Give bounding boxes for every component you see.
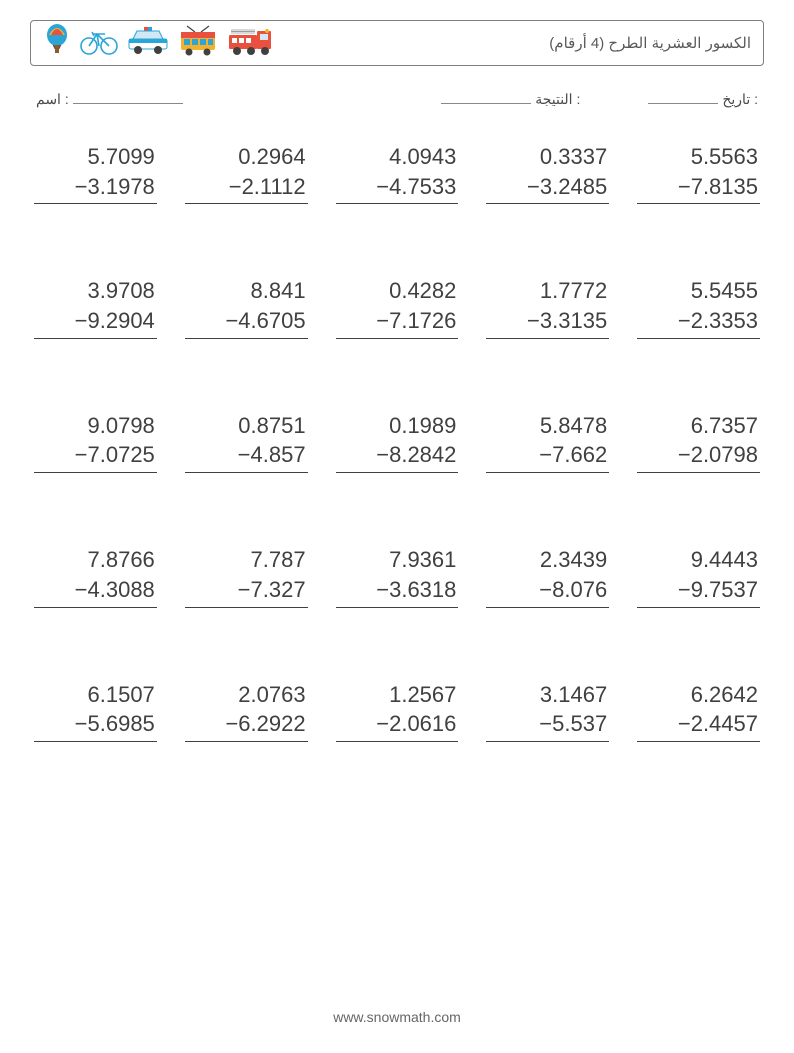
subtrahend: −5.6985	[34, 709, 157, 742]
problem-r0-c3: 0.3337−3.2485	[486, 142, 609, 204]
minuend: 6.2642	[637, 680, 760, 710]
problem-r1-c3: 1.7772−3.3135	[486, 276, 609, 338]
minuend: 7.787	[185, 545, 308, 575]
minuend: 5.5455	[637, 276, 760, 306]
subtrahend: −2.0798	[637, 440, 760, 473]
problems-grid: 5.7099−3.1978 0.2964−2.1112 4.0943−4.7533 0…	[30, 132, 764, 742]
subtrahend: −7.0725	[34, 440, 157, 473]
score-label: النتيجة :	[535, 91, 580, 108]
problem-r4-c2: 1.2567−2.0616	[336, 680, 459, 742]
problem-r0-c4: 5.5563−7.8135	[637, 142, 760, 204]
minuend: 0.3337	[486, 142, 609, 172]
minuend: 0.1989	[336, 411, 459, 441]
subtrahend: −7.1726	[336, 306, 459, 339]
subtrahend: −9.7537	[637, 575, 760, 608]
subtrahend: −7.8135	[637, 172, 760, 205]
worksheet-title: (الكسور العشرية الطرح (4 أرقام	[549, 34, 751, 52]
subtrahend: −3.6318	[336, 575, 459, 608]
name-field: اسم :	[36, 90, 183, 108]
subtrahend: −3.2485	[486, 172, 609, 205]
minuend: 0.4282	[336, 276, 459, 306]
police-car-icon	[127, 25, 169, 62]
info-row: اسم : النتيجة : تاريخ :	[30, 90, 764, 132]
footer-text: www.snowmath.com	[0, 1009, 794, 1025]
name-label: اسم :	[36, 91, 69, 108]
problem-r3-c3: 2.3439−8.076	[486, 545, 609, 607]
minuend: 8.841	[185, 276, 308, 306]
problem-r0-c1: 0.2964−2.1112	[185, 142, 308, 204]
subtrahend: −2.0616	[336, 709, 459, 742]
minuend: 5.5563	[637, 142, 760, 172]
date-label: تاريخ :	[722, 91, 758, 108]
date-line	[648, 90, 718, 104]
minuend: 5.7099	[34, 142, 157, 172]
problem-r4-c3: 3.1467−5.537	[486, 680, 609, 742]
subtrahend: −3.3135	[486, 306, 609, 339]
problem-r1-c4: 5.5455−2.3353	[637, 276, 760, 338]
problem-r1-c1: 8.841−4.6705	[185, 276, 308, 338]
name-line	[73, 90, 183, 104]
problem-r2-c2: 0.1989−8.2842	[336, 411, 459, 473]
fire-truck-icon	[227, 25, 275, 62]
subtrahend: −2.1112	[185, 172, 308, 205]
minuend: 2.0763	[185, 680, 308, 710]
subtrahend: −6.2922	[185, 709, 308, 742]
subtrahend: −3.1978	[34, 172, 157, 205]
problem-r3-c2: 7.9361−3.6318	[336, 545, 459, 607]
minuend: 1.7772	[486, 276, 609, 306]
problem-r2-c4: 6.7357−2.0798	[637, 411, 760, 473]
minuend: 1.2567	[336, 680, 459, 710]
problem-r4-c1: 2.0763−6.2922	[185, 680, 308, 742]
header-box: (الكسور العشرية الطرح (4 أرقام	[30, 20, 764, 66]
problem-r4-c0: 6.1507−5.6985	[34, 680, 157, 742]
minuend: 6.1507	[34, 680, 157, 710]
subtrahend: −4.857	[185, 440, 308, 473]
score-line	[441, 90, 531, 104]
worksheet-page: (الكسور العشرية الطرح (4 أرقام اسم : الن…	[0, 0, 794, 1053]
subtrahend: −8.076	[486, 575, 609, 608]
subtrahend: −7.327	[185, 575, 308, 608]
minuend: 9.4443	[637, 545, 760, 575]
minuend: 3.1467	[486, 680, 609, 710]
minuend: 9.0798	[34, 411, 157, 441]
problem-r1-c0: 3.9708−9.2904	[34, 276, 157, 338]
minuend: 7.8766	[34, 545, 157, 575]
subtrahend: −4.3088	[34, 575, 157, 608]
problem-r2-c0: 9.0798−7.0725	[34, 411, 157, 473]
subtrahend: −5.537	[486, 709, 609, 742]
problem-r0-c0: 5.7099−3.1978	[34, 142, 157, 204]
header-icons	[43, 23, 275, 64]
minuend: 7.9361	[336, 545, 459, 575]
problem-r2-c3: 5.8478−7.662	[486, 411, 609, 473]
problem-r1-c2: 0.4282−7.1726	[336, 276, 459, 338]
minuend: 6.7357	[637, 411, 760, 441]
problem-r0-c2: 4.0943−4.7533	[336, 142, 459, 204]
problem-r2-c1: 0.8751−4.857	[185, 411, 308, 473]
problem-r3-c1: 7.787−7.327	[185, 545, 308, 607]
problem-r4-c4: 6.2642−2.4457	[637, 680, 760, 742]
balloon-icon	[43, 23, 71, 64]
problem-r3-c4: 9.4443−9.7537	[637, 545, 760, 607]
subtrahend: −8.2842	[336, 440, 459, 473]
bicycle-icon	[79, 26, 119, 61]
subtrahend: −9.2904	[34, 306, 157, 339]
minuend: 0.8751	[185, 411, 308, 441]
minuend: 3.9708	[34, 276, 157, 306]
minuend: 4.0943	[336, 142, 459, 172]
trolleybus-icon	[177, 24, 219, 63]
subtrahend: −4.7533	[336, 172, 459, 205]
minuend: 5.8478	[486, 411, 609, 441]
subtrahend: −2.4457	[637, 709, 760, 742]
subtrahend: −4.6705	[185, 306, 308, 339]
minuend: 2.3439	[486, 545, 609, 575]
subtrahend: −2.3353	[637, 306, 760, 339]
subtrahend: −7.662	[486, 440, 609, 473]
score-date-group: النتيجة : تاريخ :	[441, 90, 758, 108]
problem-r3-c0: 7.8766−4.3088	[34, 545, 157, 607]
minuend: 0.2964	[185, 142, 308, 172]
